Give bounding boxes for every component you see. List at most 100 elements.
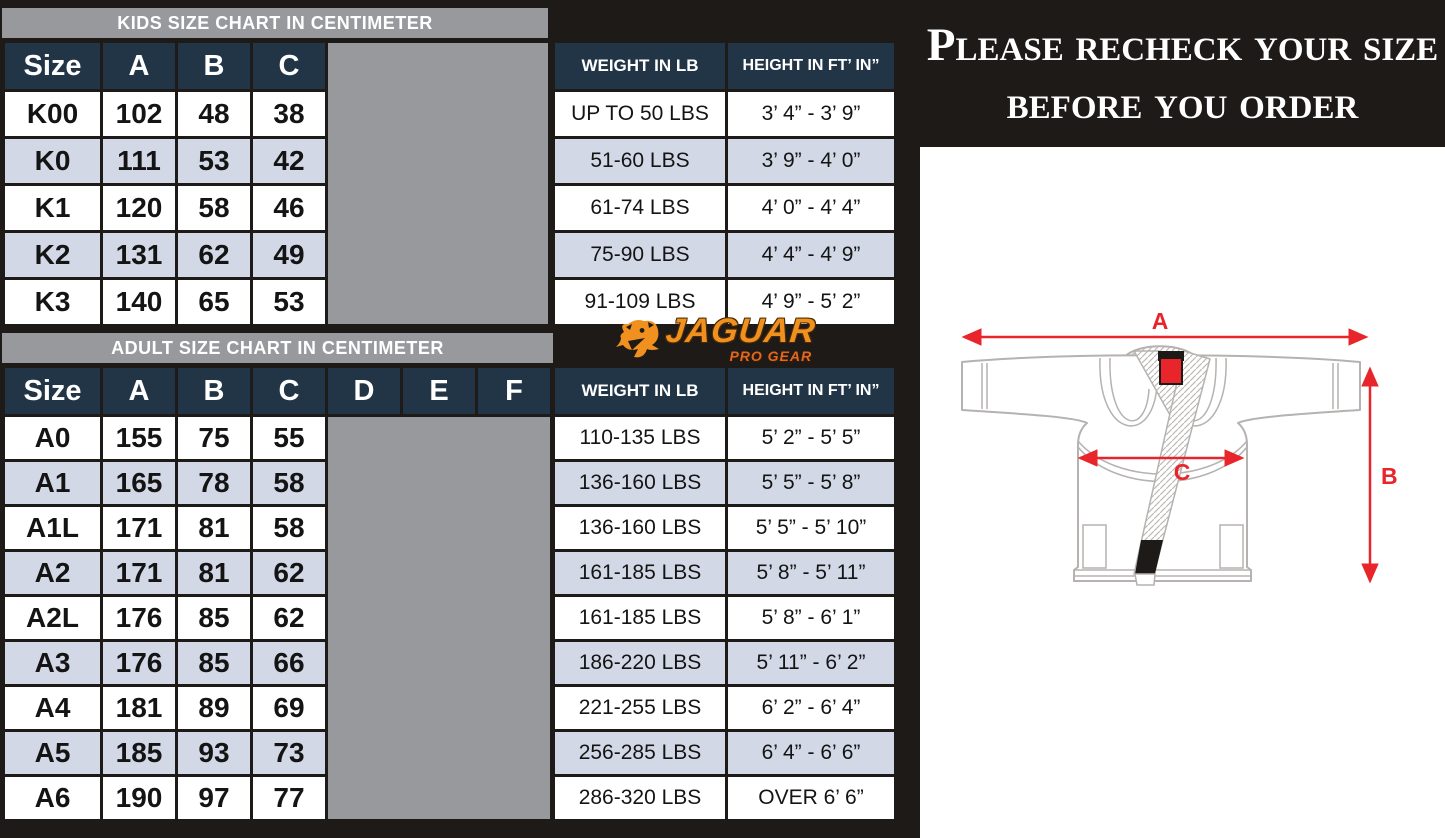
table-cell: 97 [178, 777, 250, 819]
column-header: D [328, 368, 400, 414]
adult-size-table: Size A B C D E F A0 155 75 55 A1 165 78 58 A1L 171 81 58 A2… [2, 365, 553, 822]
table-row: K2 131 62 49 [5, 233, 325, 277]
table-row: A2L 176 85 62 [5, 597, 550, 639]
table-row: 161-185 LBS 5’ 8” - 5’ 11” [555, 552, 894, 594]
table-row: 136-160 LBS 5’ 5” - 5’ 8” [555, 462, 894, 504]
notice-line-2: before you order [1006, 77, 1359, 129]
table-cell: 176 [103, 597, 175, 639]
table-cell: 181 [103, 687, 175, 729]
table-cell: K1 [5, 186, 100, 230]
kids-empty-columns-block [328, 43, 548, 324]
table-row: 221-255 LBS 6’ 2” - 6’ 4” [555, 687, 894, 729]
notice-line-1: Please recheck your size [926, 19, 1439, 71]
brand-name: JAGUAR [664, 312, 818, 350]
table-cell: 75-90 LBS [555, 233, 725, 277]
table-cell: 161-185 LBS [555, 597, 725, 639]
table-cell: A1L [5, 507, 100, 549]
column-header: WEIGHT IN LB [555, 368, 725, 414]
table-cell: 286-320 LBS [555, 777, 725, 819]
table-cell: 131 [103, 233, 175, 277]
column-header: C [253, 43, 325, 89]
table-cell: 5’ 2” - 5’ 5” [728, 417, 894, 459]
gi-measurement-diagram-panel: A B C [920, 147, 1445, 838]
table-row: A1 165 78 58 [5, 462, 550, 504]
column-header: B [178, 43, 250, 89]
table-cell: 165 [103, 462, 175, 504]
table-cell: 176 [103, 642, 175, 684]
table-cell: A2L [5, 597, 100, 639]
table-cell: 58 [178, 186, 250, 230]
table-cell: A6 [5, 777, 100, 819]
table-cell: 55 [253, 417, 325, 459]
table-cell: 3’ 4” - 3’ 9” [728, 92, 894, 136]
table-cell: A3 [5, 642, 100, 684]
table-row: A3 176 85 66 [5, 642, 550, 684]
kids-weight-height-table: WEIGHT IN LB HEIGHT IN FT’ IN” UP TO 50 LB… [552, 40, 897, 327]
adult-chart-title: ADULT SIZE CHART IN CENTIMETER [2, 333, 553, 363]
table-cell: 85 [178, 597, 250, 639]
kids-size-table: Size A B C K00 102 48 38 K0 111 53 42 K1 120 58 46 K2 131… [2, 40, 328, 327]
table-row: 161-185 LBS 5’ 8” - 6’ 1” [555, 597, 894, 639]
column-header: Size [5, 368, 100, 414]
table-cell: 75 [178, 417, 250, 459]
table-cell: A0 [5, 417, 100, 459]
table-cell: K2 [5, 233, 100, 277]
table-cell: 93 [178, 732, 250, 774]
column-header: C [253, 368, 325, 414]
column-header: A [103, 43, 175, 89]
measurement-label-c: C [1174, 459, 1191, 485]
table-cell: 42 [253, 139, 325, 183]
table-cell: 6’ 2” - 6’ 4” [728, 687, 894, 729]
table-cell: 5’ 5” - 5’ 8” [728, 462, 894, 504]
column-header: F [478, 368, 550, 414]
table-cell: 111 [103, 139, 175, 183]
table-cell: 5’ 5” - 5’ 10” [728, 507, 894, 549]
table-cell: 66 [253, 642, 325, 684]
table-row: A6 190 97 77 [5, 777, 550, 819]
table-cell: 73 [253, 732, 325, 774]
gi-cuff-seams [981, 363, 1339, 409]
table-cell: 58 [253, 462, 325, 504]
table-row: 75-90 LBS 4’ 4” - 4’ 9” [555, 233, 894, 277]
table-cell: K3 [5, 280, 100, 324]
table-cell: 5’ 8” - 6’ 1” [728, 597, 894, 639]
column-header: HEIGHT IN FT’ IN” [728, 368, 894, 414]
table-row: K1 120 58 46 [5, 186, 325, 230]
adult-empty-columns-block [328, 417, 550, 819]
table-row: A4 181 89 69 [5, 687, 550, 729]
table-cell: A4 [5, 687, 100, 729]
table-cell: 81 [178, 552, 250, 594]
table-cell: 78 [178, 462, 250, 504]
gi-collar-tag-red [1159, 357, 1183, 385]
table-cell: 185 [103, 732, 175, 774]
table-cell: 256-285 LBS [555, 732, 725, 774]
table-cell: 4’ 9” - 5’ 2” [728, 280, 894, 324]
table-cell: 85 [178, 642, 250, 684]
table-cell: K00 [5, 92, 100, 136]
table-cell: 53 [178, 139, 250, 183]
table-row: A5 185 93 73 [5, 732, 550, 774]
table-row: 110-135 LBS 5’ 2” - 5’ 5” [555, 417, 894, 459]
table-cell: 5’ 11” - 6’ 2” [728, 642, 894, 684]
table-row: K00 102 48 38 [5, 92, 325, 136]
table-cell: 48 [178, 92, 250, 136]
column-header: HEIGHT IN FT’ IN” [728, 43, 894, 89]
table-row: 136-160 LBS 5’ 5” - 5’ 10” [555, 507, 894, 549]
table-cell: 38 [253, 92, 325, 136]
table-cell: 58 [253, 507, 325, 549]
table-cell: 53 [253, 280, 325, 324]
table-row: 256-285 LBS 6’ 4” - 6’ 6” [555, 732, 894, 774]
table-cell: 221-255 LBS [555, 687, 725, 729]
table-row: K0 111 53 42 [5, 139, 325, 183]
table-cell: 140 [103, 280, 175, 324]
jaguar-head-icon [616, 320, 659, 358]
measurement-arrows [961, 328, 1379, 584]
table-cell: 62 [253, 552, 325, 594]
gi-hem-and-slits [1075, 524, 1250, 577]
recheck-size-notice: Please recheck your size before you orde… [920, 16, 1445, 132]
table-cell: UP TO 50 LBS [555, 92, 725, 136]
table-cell: 3’ 9” - 4’ 0” [728, 139, 894, 183]
table-cell: 136-160 LBS [555, 507, 725, 549]
table-cell: 171 [103, 552, 175, 594]
adult-weight-height-table: WEIGHT IN LB HEIGHT IN FT’ IN” 110-135 LBS… [552, 365, 897, 822]
